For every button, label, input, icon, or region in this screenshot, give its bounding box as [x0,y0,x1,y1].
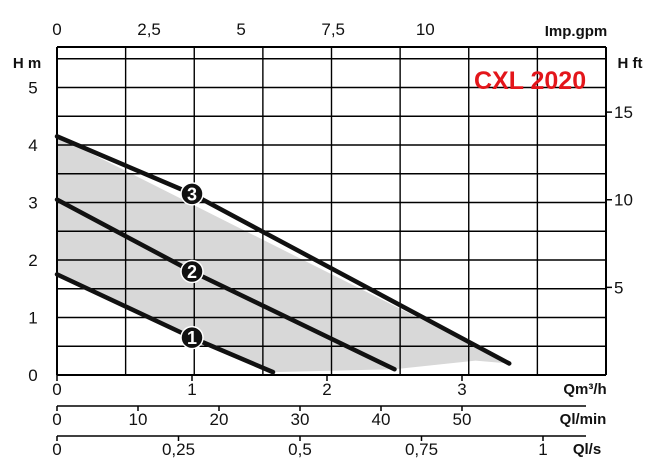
speed-badge-label-2: 2 [187,262,197,282]
x-lmin-tick-label: 30 [291,410,310,429]
x-lmin-tick-label: 50 [453,410,472,429]
x-main-tick-label: 1 [187,380,196,399]
x-ls-tick-label: 1 [538,440,547,459]
x-lmin-tick-label: 0 [52,410,61,429]
x-main-tick-label: 0 [52,380,61,399]
y-right-tick-label: 10 [614,191,633,210]
y-right-tick-label: 5 [614,278,623,297]
x-lmin-tick-label: 40 [372,410,391,429]
y-left-tick-label: 0 [28,366,37,385]
model-title: CXL 2020 [474,67,586,95]
x-ls-tick-label: 0 [52,440,61,459]
label-layer: 1 2 3 [180,182,204,350]
y-left-tick-label: 3 [28,194,37,213]
x-top-axis-label: Imp.gpm [545,23,608,40]
x-ls-tick-label: 0,5 [288,440,312,459]
y-left-axis-label: H m [13,55,41,72]
x-lmin-tick-label: 20 [210,410,229,429]
speed-badge-1 [180,325,204,350]
x-top-tick-label: 7,5 [321,20,345,39]
y-right-axis-label: H ft [618,55,643,72]
operating-area [57,136,510,373]
x-top-tick-label: 5 [236,20,245,39]
x-main-axis-label: Qm³/h [563,381,606,398]
x-ls-axis-label: Ql/s [573,441,601,458]
x-main-tick-label: 2 [322,380,331,399]
x-ls-tick-label: 0,25 [162,440,195,459]
x-main-tick-label: 3 [457,380,466,399]
speed-badge-label-1: 1 [187,328,197,348]
speed-badge-2 [180,259,204,284]
y-left-tick-label: 2 [28,251,37,270]
x-top-tick-label: 2,5 [137,20,161,39]
x-lmin-axis-label: Ql/min [560,411,607,428]
y-right-tick-label: 15 [614,103,633,122]
x-top-tick-label: 0 [52,20,61,39]
speed-badge-3 [180,182,204,206]
x-lmin-tick-label: 10 [129,410,148,429]
operating-area-layer [57,136,510,373]
y-left-tick-label: 5 [28,79,37,98]
x-ls-tick-label: 0,75 [405,440,438,459]
speed-badge-label-3: 3 [187,184,197,204]
y-left-tick-label: 4 [28,136,37,155]
x-top-tick-label: 10 [416,20,435,39]
y-left-tick-label: 1 [28,309,37,328]
